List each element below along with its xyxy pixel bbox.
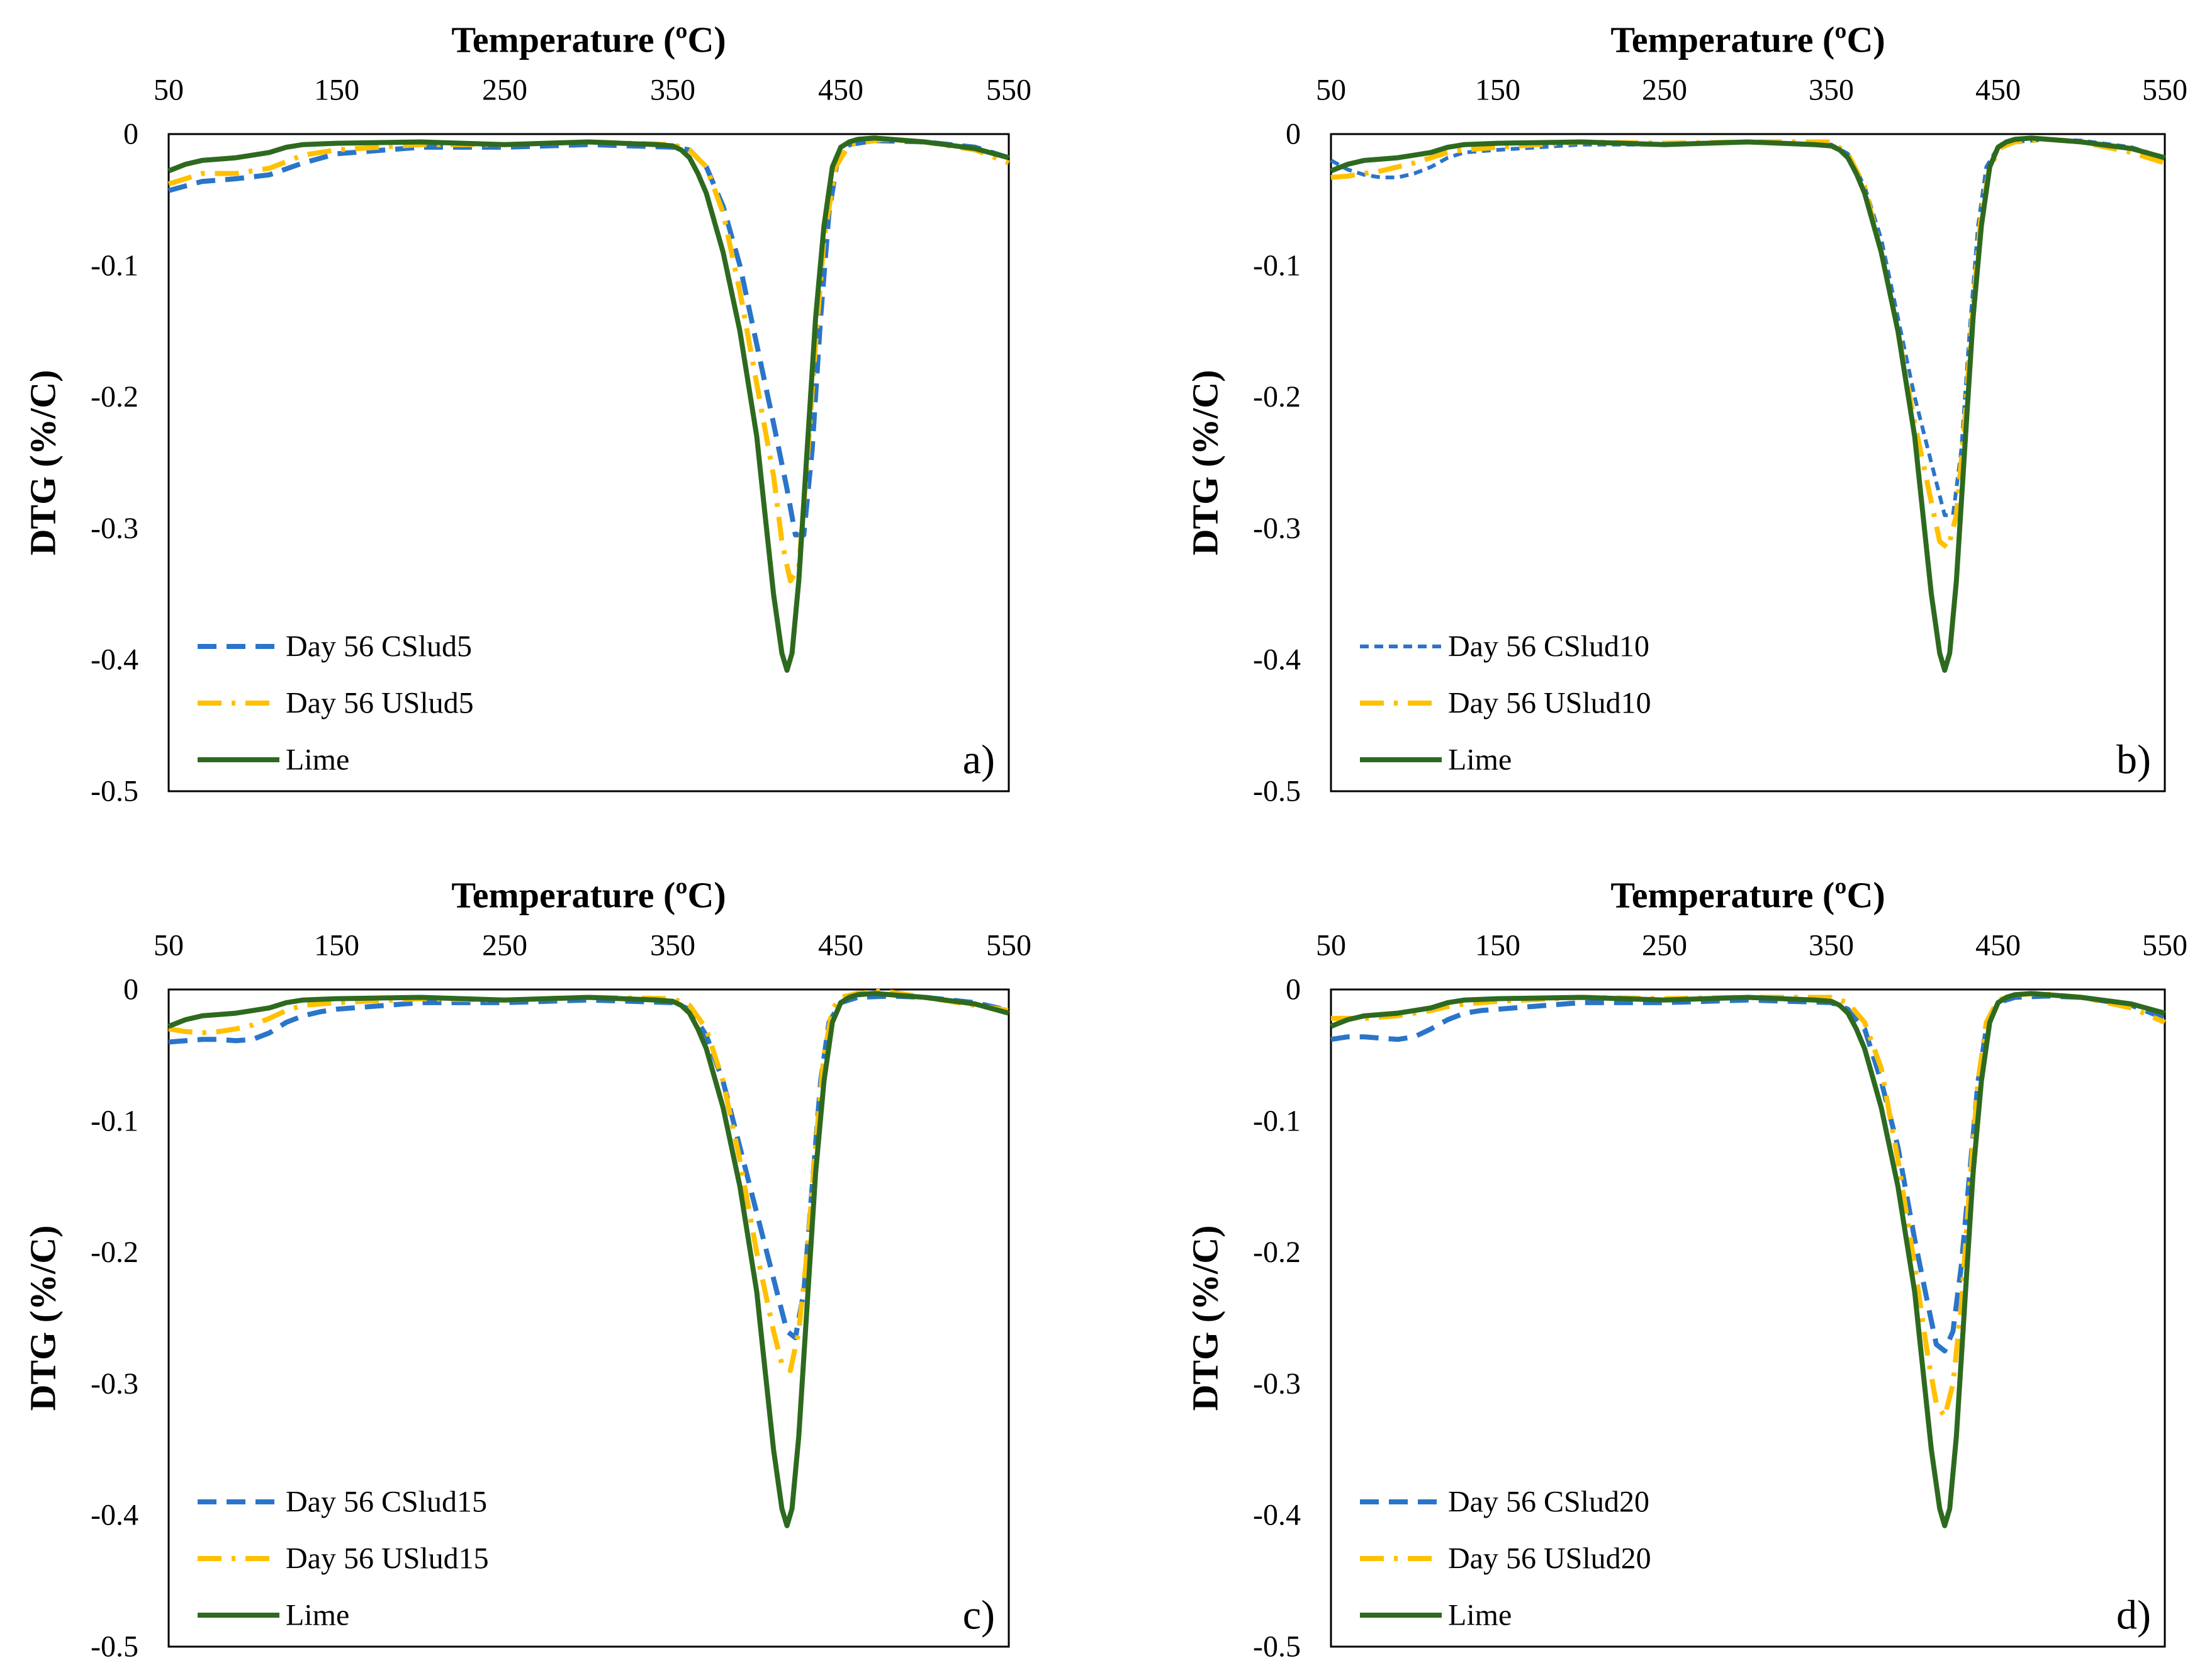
legend-label-b-1: Day 56 USlud10 (1448, 687, 1651, 720)
y-tick-label-c-3: -0.3 (91, 1367, 138, 1401)
x-tick-label-a-550: 550 (986, 74, 1031, 107)
series-line-b-day-56-cslud10 (1330, 137, 2165, 517)
series-line-a-lime (167, 135, 1010, 673)
x-tick-label-d-150: 150 (1475, 929, 1520, 962)
series-line-c-day-56-cslud15 (168, 993, 1009, 1341)
x-axis-title-c: Temperature (ºC) (451, 875, 726, 916)
y-tick-label-c-5: -0.5 (91, 1630, 138, 1664)
plot-area-d (1330, 988, 2166, 1648)
x-tick-label-a-350: 350 (650, 74, 695, 107)
x-tick-label-c-450: 450 (818, 929, 863, 962)
y-tick-label-d-3: -0.3 (1253, 1367, 1301, 1401)
panel-label-d: d) (2116, 1593, 2151, 1638)
y-tick-label-a-1: -0.1 (91, 249, 138, 282)
panel-c: Temperature (ºC) 50 150 250 350 450 550 0 -0.1 -0… (23, 875, 1032, 1664)
legend-label-c-0: Day 56 CSlud15 (286, 1486, 487, 1519)
y-tick-label-b-0: 0 (1286, 118, 1301, 151)
y-tick-label-c-0: 0 (123, 973, 138, 1006)
x-tick-label-d-450: 450 (1975, 929, 2021, 962)
x-tick-label-c-50: 50 (154, 929, 184, 962)
x-tick-label-b-350: 350 (1809, 74, 1854, 107)
x-tick-label-d-550: 550 (2142, 929, 2187, 962)
series-line-a-day-56-cslud5 (167, 138, 1010, 538)
series-line-d-day-56-uslud20 (1331, 991, 2166, 1419)
series-line-c-day-56-uslud15 (168, 988, 1009, 1373)
y-tick-label-c-4: -0.4 (91, 1499, 138, 1532)
legend-label-b-0: Day 56 CSlud10 (1448, 630, 1649, 663)
y-tick-label-b-1: -0.1 (1253, 249, 1301, 282)
y-tick-label-d-1: -0.1 (1253, 1104, 1301, 1137)
plot-area-b (1330, 133, 2166, 792)
y-tick-label-b-3: -0.3 (1253, 512, 1301, 545)
series-line-a-day-56-uslud5 (167, 137, 1010, 583)
plot-area-c (167, 988, 1010, 1648)
legend-label-a-0: Day 56 CSlud5 (286, 630, 472, 663)
series-line-b-lime (1330, 135, 2166, 673)
legend-label-a-1: Day 56 USlud5 (286, 687, 474, 720)
x-tick-label-b-50: 50 (1316, 74, 1346, 107)
panel-label-c: c) (963, 1593, 995, 1638)
x-tick-label-a-450: 450 (818, 74, 863, 107)
legend-label-d-2: Lime (1448, 1599, 1512, 1632)
x-axis-title-d: Temperature (ºC) (1610, 875, 1885, 916)
panel-a: Temperature (ºC) 50 150 250 350 450 550 0 -0.1 -0… (23, 20, 1032, 808)
legend-c: Day 56 CSlud15 Day 56 USlud15 Lime (198, 1486, 489, 1632)
legend-label-b-2: Lime (1448, 743, 1512, 777)
x-tick-label-c-250: 250 (482, 929, 527, 962)
legend-b: Day 56 CSlud10 Day 56 USlud10 Lime (1360, 630, 1651, 777)
x-tick-label-b-250: 250 (1642, 74, 1687, 107)
y-axis-title-a: DTG (%/C) (23, 370, 64, 556)
y-axis-title-b: DTG (%/C) (1185, 370, 1226, 556)
legend-label-c-1: Day 56 USlud15 (286, 1542, 489, 1576)
x-tick-label-a-50: 50 (154, 74, 184, 107)
x-tick-label-c-550: 550 (986, 929, 1031, 962)
legend-label-d-1: Day 56 USlud20 (1448, 1542, 1651, 1576)
y-tick-label-d-2: -0.2 (1253, 1236, 1301, 1269)
panel-d: Temperature (ºC) 50 150 250 350 450 550 0 -0.1 -0… (1185, 875, 2188, 1664)
y-axis-title-d: DTG (%/C) (1185, 1226, 1226, 1411)
y-tick-label-d-5: -0.5 (1253, 1630, 1301, 1664)
y-tick-label-b-4: -0.4 (1253, 643, 1301, 677)
series-line-d-day-56-cslud20 (1330, 993, 2166, 1354)
y-tick-label-b-5: -0.5 (1253, 775, 1301, 808)
x-tick-label-b-450: 450 (1975, 74, 2021, 107)
x-tick-label-d-250: 250 (1642, 929, 1687, 962)
series-line-c-lime (167, 991, 1010, 1528)
x-axis-title-b: Temperature (ºC) (1610, 20, 1885, 60)
y-tick-label-c-1: -0.1 (91, 1104, 138, 1137)
y-tick-label-a-0: 0 (123, 118, 138, 151)
x-tick-label-d-50: 50 (1316, 929, 1346, 962)
x-tick-label-b-150: 150 (1475, 74, 1520, 107)
series-line-b-day-56-uslud10 (1330, 137, 2166, 551)
y-tick-label-a-2: -0.2 (91, 380, 138, 414)
y-tick-label-a-4: -0.4 (91, 643, 138, 677)
x-tick-label-a-150: 150 (314, 74, 359, 107)
x-tick-label-c-150: 150 (314, 929, 359, 962)
y-axis-title-c: DTG (%/C) (23, 1226, 64, 1411)
y-tick-label-b-2: -0.2 (1253, 380, 1301, 414)
y-tick-label-a-3: -0.3 (91, 512, 138, 545)
y-tick-label-c-2: -0.2 (91, 1236, 138, 1269)
legend-d: Day 56 CSlud20 Day 56 USlud20 Lime (1360, 1486, 1651, 1632)
panel-label-b: b) (2116, 737, 2151, 783)
x-tick-label-b-550: 550 (2142, 74, 2187, 107)
x-tick-label-d-350: 350 (1809, 929, 1854, 962)
legend-a: Day 56 CSlud5 Day 56 USlud5 Lime (198, 630, 474, 777)
series-line-d-lime (1330, 991, 2166, 1528)
plot-area-a (167, 133, 1010, 792)
x-tick-label-c-350: 350 (650, 929, 695, 962)
y-tick-label-d-0: 0 (1286, 973, 1301, 1006)
legend-label-c-2: Lime (286, 1599, 349, 1632)
x-tick-label-a-250: 250 (482, 74, 527, 107)
panel-b: Temperature (ºC) 50 150 250 350 450 550 0 -0.1 -0… (1185, 20, 2188, 808)
legend-label-a-2: Lime (286, 743, 349, 777)
y-tick-label-d-4: -0.4 (1253, 1499, 1301, 1532)
panel-label-a: a) (963, 737, 995, 783)
legend-label-d-0: Day 56 CSlud20 (1448, 1486, 1649, 1519)
x-axis-title-a: Temperature (ºC) (451, 20, 726, 60)
y-tick-label-a-5: -0.5 (91, 775, 138, 808)
